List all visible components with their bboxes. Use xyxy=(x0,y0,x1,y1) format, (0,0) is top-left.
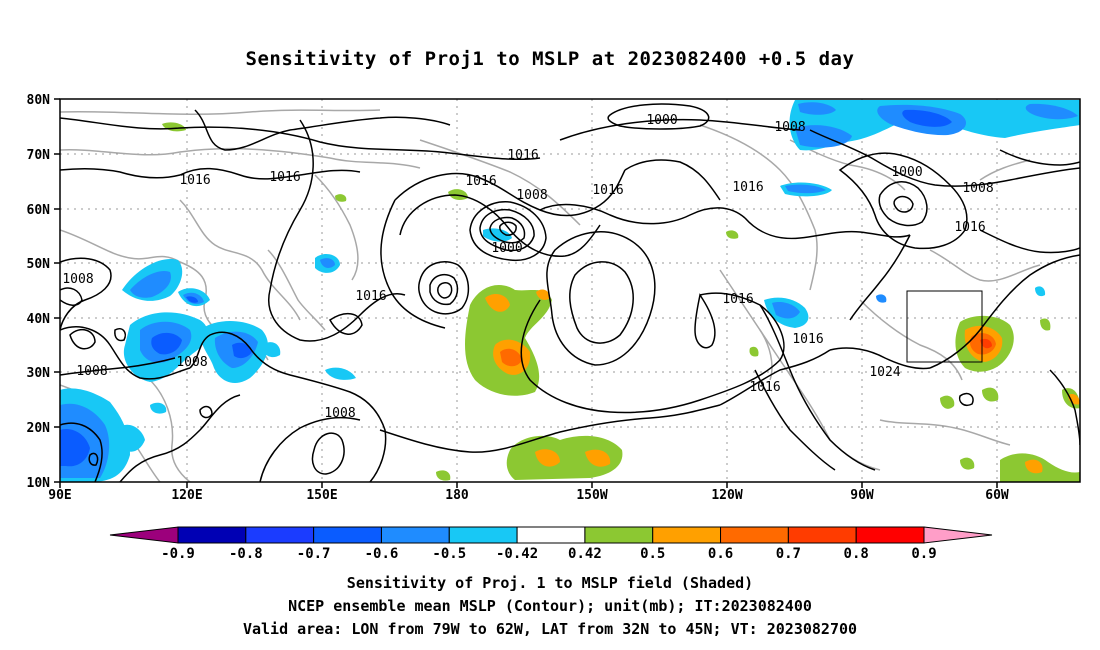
colorbar-tick-label: 0.6 xyxy=(708,546,733,562)
colorbar-segment xyxy=(720,526,789,544)
footer-line-1: Sensitivity of Proj. 1 to MSLP field (Sh… xyxy=(346,574,754,592)
colorbar-tick-label: -0.8 xyxy=(229,546,263,562)
colorbar-tick-label: 0.9 xyxy=(911,546,936,562)
contour-label: 1016 xyxy=(954,220,985,235)
contour-labels: 1000 1000 1000 1008 1008 1008 1008 1008 … xyxy=(62,113,993,421)
contour-label: 1008 xyxy=(76,364,107,379)
valid-area-box xyxy=(906,290,983,363)
colorbar-segment xyxy=(380,526,450,544)
contour-label: 1000 xyxy=(891,165,922,180)
mslp-contours xyxy=(60,103,1080,482)
contour-label: 1016 xyxy=(355,289,386,304)
colorbar-tick-label: 0.5 xyxy=(640,546,665,562)
lon-label: 150E xyxy=(306,488,337,503)
contour-label: 1016 xyxy=(749,380,780,395)
colorbar-tick-label: 0.8 xyxy=(844,546,869,562)
colorbar-tick-label: -0.5 xyxy=(432,546,466,562)
colorbar-segment xyxy=(855,526,925,544)
colorbar-segment xyxy=(313,526,382,544)
colorbar-segment xyxy=(787,526,857,544)
colorbar-segment xyxy=(652,526,722,544)
chart-title: Sensitivity of Proj1 to MSLP at 20230824… xyxy=(245,48,855,70)
contour-label: 1008 xyxy=(962,181,993,196)
contour-label: 1016 xyxy=(179,173,210,188)
lon-labels: 90E 120E 150E 180 150W 120W 90W 60W xyxy=(48,488,1009,503)
colorbar-segment xyxy=(584,526,654,544)
footer-line-2: NCEP ensemble mean MSLP (Contour); unit(… xyxy=(288,597,812,615)
lon-label: 90E xyxy=(48,488,71,503)
contour-label: 1016 xyxy=(507,148,538,163)
colorbar-tick-label: -0.42 xyxy=(496,546,538,562)
tick-marks xyxy=(54,98,998,488)
colorbar xyxy=(109,526,993,544)
contour-label: 1016 xyxy=(465,174,496,189)
contour-label: 1016 xyxy=(792,332,823,347)
lat-label: 30N xyxy=(27,366,51,381)
lat-label: 70N xyxy=(27,148,51,163)
contour-label: 1008 xyxy=(176,355,207,370)
contour-label: 1016 xyxy=(732,180,763,195)
contour-label: 1008 xyxy=(774,120,805,135)
colorbar-labels: -0.9 -0.8 -0.7 -0.6 -0.5 -0.42 0.42 0.5 0.6 0.7 0.… xyxy=(161,546,937,562)
contour-label: 1008 xyxy=(516,188,547,203)
positive-sensitivity xyxy=(162,122,1080,482)
lat-labels: 80N 70N 60N 50N 40N 30N 20N 10N xyxy=(27,93,51,491)
lon-label: 60W xyxy=(985,488,1009,503)
colorbar-low-triangle xyxy=(109,526,179,544)
lon-label: 120E xyxy=(171,488,202,503)
lat-label: 60N xyxy=(27,203,51,218)
contour-label: 1016 xyxy=(269,170,300,185)
colorbar-tick-label: -0.7 xyxy=(297,546,331,562)
lat-label: 80N xyxy=(27,93,51,108)
lat-label: 40N xyxy=(27,312,51,327)
colorbar-segment xyxy=(245,526,315,544)
lon-label: 90W xyxy=(850,488,874,503)
lat-label: 20N xyxy=(27,421,51,436)
contour-label: 1016 xyxy=(592,183,623,198)
colorbar-tick-label: 0.7 xyxy=(776,546,801,562)
negative-sensitivity xyxy=(60,100,1080,482)
colorbar-segment xyxy=(177,526,247,544)
lat-label: 50N xyxy=(27,257,51,272)
colorbar-tick-label: 0.42 xyxy=(568,546,602,562)
colorbar-segment xyxy=(448,526,518,544)
lat-label: 10N xyxy=(27,476,51,491)
contour-label: 1024 xyxy=(869,365,900,380)
contour-label: 1000 xyxy=(646,113,677,128)
lon-label: 150W xyxy=(576,488,607,503)
colorbar-high-triangle xyxy=(923,526,993,544)
lon-label: 120W xyxy=(711,488,742,503)
footer-line-3: Valid area: LON from 79W to 62W, LAT fro… xyxy=(242,620,858,638)
colorbar-tick-label: -0.6 xyxy=(365,546,399,562)
contour-label: 1000 xyxy=(491,241,522,256)
contour-label: 1008 xyxy=(324,406,355,421)
colorbar-tick-label: -0.9 xyxy=(161,546,195,562)
lon-label: 180 xyxy=(445,488,469,503)
contour-label: 1008 xyxy=(62,272,93,287)
coastlines xyxy=(60,109,1041,482)
contour-label: 1016 xyxy=(722,292,753,307)
plot-frame xyxy=(59,98,1081,483)
colorbar-segment xyxy=(516,526,586,544)
